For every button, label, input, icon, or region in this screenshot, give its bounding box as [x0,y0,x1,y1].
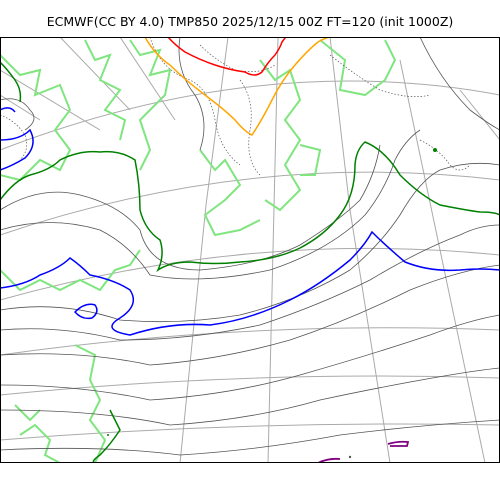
dotted-isotherm [149,37,241,166]
coastline [14,404,41,422]
isotherm [0,144,381,271]
contour-red [167,37,287,76]
latitude-line [0,423,500,441]
contour-marker [433,148,437,152]
contour-purple [317,440,410,463]
latitude-line [0,327,500,356]
isotherms [0,37,500,456]
dotted-isotherm [199,44,276,72]
latitude-line [0,375,500,396]
isotherm [419,37,500,131]
isotherm [0,129,421,280]
coastline [19,423,61,463]
longitude-line [459,89,500,141]
isotherm [0,314,500,401]
isotherm [178,37,205,151]
longitude-line [329,37,391,463]
contour-line [387,440,410,447]
coastline [84,39,127,141]
contour-line [92,409,121,463]
contour-orange [144,37,331,136]
coastline [0,249,141,292]
temperature-map [0,37,500,463]
contour-line [167,37,287,76]
coastline [129,39,172,171]
contour-line [73,303,98,320]
isotherm [0,98,35,131]
graticule [0,37,500,463]
contour-marker [107,434,109,436]
coastlines [0,39,397,463]
coastline [319,39,397,97]
longitude-line [59,37,131,111]
contour-line [144,37,331,136]
isotherm [0,162,500,323]
coastline [259,59,302,212]
dotted-isotherm [329,54,431,97]
isotherm [0,367,500,426]
longitude-line [179,37,229,463]
longitude-line [119,37,176,121]
contour-green [0,61,500,463]
longitude-line [267,37,279,463]
isotherm [0,419,500,456]
latitude-line [0,80,500,151]
longitude-line [399,59,486,463]
isotherm [0,224,500,341]
dotted-isotherms [0,37,471,176]
contour-marker [348,455,352,459]
dotted-isotherm [239,79,261,176]
coastline [0,54,72,182]
longitude-line [0,69,101,131]
contour-line [0,61,22,103]
latitude-line [0,247,500,301]
coastline [299,144,322,176]
contour-blue [0,107,500,336]
contour-line [0,107,34,171]
contour-line [0,230,500,336]
map-title: ECMWF(CC BY 4.0) TMP850 2025/12/15 00Z F… [46,14,454,29]
latitude-line [0,171,500,236]
dotted-isotherm [0,114,27,161]
dotted-isotherm [419,139,471,171]
isotherm [0,264,500,366]
coastline [199,149,261,237]
contour-line [0,141,500,273]
coastline [74,344,107,463]
